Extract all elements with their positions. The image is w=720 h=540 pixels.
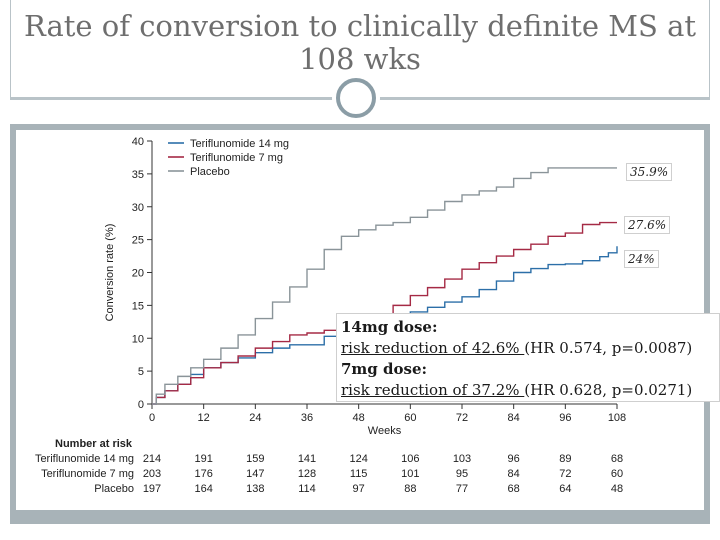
y-tick-label: 15 bbox=[132, 300, 144, 312]
risk-value: 68 bbox=[508, 483, 520, 495]
risk-row-label-1: Teriflunomide 7 mg bbox=[41, 468, 134, 480]
slide-title: Rate of conversion to clinically definit… bbox=[23, 9, 697, 76]
legend-label-1: Teriflunomide 7 mg bbox=[190, 152, 283, 164]
risk-value: 128 bbox=[298, 468, 316, 480]
dose-7mg-heading: 7mg dose: bbox=[341, 360, 428, 378]
risk-value: 95 bbox=[456, 468, 468, 480]
slide-title-box: Rate of conversion to clinically definit… bbox=[10, 0, 710, 98]
risk-reduction-7mg: risk reduction of 37.2% bbox=[341, 381, 525, 399]
risk-row-label-2: Placebo bbox=[94, 483, 134, 495]
risk-value: 77 bbox=[456, 483, 468, 495]
dose-7mg-line: risk reduction of 37.2% (HR 0.628, p=0.0… bbox=[341, 380, 715, 401]
risk-reduction-14mg: risk reduction of 42.6% bbox=[341, 339, 525, 357]
risk-value: 48 bbox=[611, 483, 623, 495]
callout-14mg: 24% bbox=[624, 250, 659, 268]
callout-placebo: 35.9% bbox=[626, 163, 673, 181]
risk-value: 197 bbox=[143, 483, 161, 495]
y-tick-label: 25 bbox=[132, 235, 144, 247]
y-tick-label: 30 bbox=[132, 202, 144, 214]
number-at-risk-title: Number at risk bbox=[55, 438, 133, 450]
risk-value: 103 bbox=[453, 453, 471, 465]
y-axis-label: Conversion rate (%) bbox=[104, 224, 116, 322]
risk-value: 141 bbox=[298, 453, 316, 465]
risk-value: 159 bbox=[246, 453, 264, 465]
x-tick-label: 84 bbox=[508, 412, 520, 424]
risk-value: 214 bbox=[143, 453, 161, 465]
risk-value: 124 bbox=[349, 453, 367, 465]
x-tick-label: 108 bbox=[608, 412, 626, 424]
risk-value: 115 bbox=[350, 468, 368, 480]
risk-value: 138 bbox=[246, 483, 264, 495]
x-tick-label: 60 bbox=[404, 412, 416, 424]
risk-value: 68 bbox=[611, 453, 623, 465]
series-line-2 bbox=[152, 167, 617, 405]
risk-value: 114 bbox=[298, 483, 316, 495]
risk-value: 64 bbox=[559, 483, 571, 495]
y-tick-label: 20 bbox=[132, 268, 144, 280]
decorative-ring bbox=[336, 78, 376, 118]
risk-value: 203 bbox=[143, 468, 161, 480]
dose-14mg-heading: 14mg dose: bbox=[341, 318, 438, 336]
risk-value: 88 bbox=[404, 483, 416, 495]
x-tick-label: 72 bbox=[456, 412, 468, 424]
risk-value: 176 bbox=[194, 468, 212, 480]
risk-value: 164 bbox=[194, 483, 212, 495]
risk-value: 191 bbox=[194, 453, 212, 465]
risk-value: 101 bbox=[401, 468, 419, 480]
x-tick-label: 24 bbox=[249, 412, 261, 424]
hr-14mg: (HR 0.574, p=0.0087) bbox=[524, 339, 693, 357]
x-tick-label: 0 bbox=[149, 412, 155, 424]
x-tick-label: 48 bbox=[353, 412, 365, 424]
x-tick-label: 96 bbox=[559, 412, 571, 424]
dose-14mg-line: risk reduction of 42.6% (HR 0.574, p=0.0… bbox=[341, 338, 715, 359]
risk-value: 89 bbox=[559, 453, 571, 465]
risk-value: 97 bbox=[353, 483, 365, 495]
legend-label-2: Placebo bbox=[190, 166, 230, 178]
callout-7mg: 27.6% bbox=[624, 216, 671, 234]
y-tick-label: 35 bbox=[132, 169, 144, 181]
risk-value: 96 bbox=[508, 453, 520, 465]
x-tick-label: 12 bbox=[198, 412, 210, 424]
y-tick-label: 0 bbox=[138, 399, 144, 411]
chart-frame-left bbox=[10, 124, 16, 524]
risk-value: 147 bbox=[246, 468, 264, 480]
y-tick-label: 40 bbox=[132, 136, 144, 148]
risk-value: 72 bbox=[559, 468, 571, 480]
legend-label-0: Teriflunomide 14 mg bbox=[190, 138, 289, 150]
x-tick-label: 36 bbox=[301, 412, 313, 424]
y-tick-label: 5 bbox=[138, 366, 144, 378]
chart-frame-bottom bbox=[10, 510, 710, 524]
chart-frame-top bbox=[10, 124, 710, 130]
hr-7mg: (HR 0.628, p=0.0271) bbox=[524, 381, 693, 399]
risk-row-label-0: Teriflunomide 14 mg bbox=[35, 453, 134, 465]
x-axis-label: Weeks bbox=[368, 425, 402, 437]
y-tick-label: 10 bbox=[132, 333, 144, 345]
risk-value: 60 bbox=[611, 468, 623, 480]
risk-value: 84 bbox=[508, 468, 520, 480]
risk-reduction-box: 14mg dose: risk reduction of 42.6% (HR 0… bbox=[336, 313, 720, 402]
risk-value: 106 bbox=[401, 453, 419, 465]
